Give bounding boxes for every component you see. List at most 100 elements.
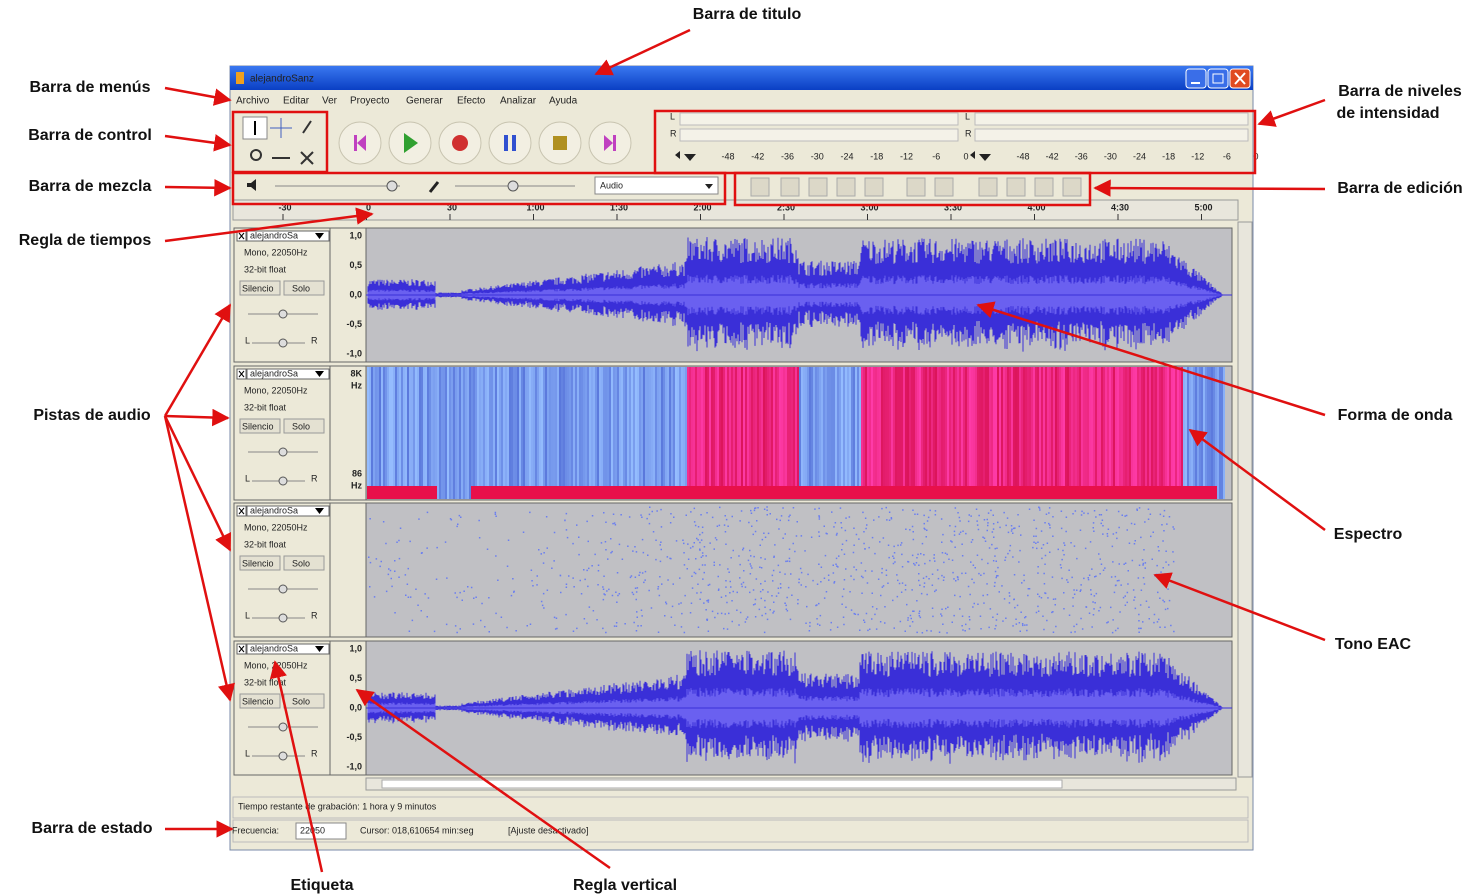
track-area xyxy=(365,502,1233,638)
spectrum-column xyxy=(917,367,919,499)
spectrum-column xyxy=(881,367,883,499)
spectrum-column xyxy=(1099,367,1101,499)
spectrum-column xyxy=(957,367,959,499)
track-name-button[interactable] xyxy=(246,230,330,242)
h-scroll-thumb[interactable] xyxy=(381,779,1063,789)
transport-icon xyxy=(354,135,366,151)
rate-field[interactable] xyxy=(295,822,347,840)
spectrum-column xyxy=(573,367,575,499)
spectrum-column xyxy=(415,367,417,499)
menu-item[interactable]: Proyecto xyxy=(350,96,390,107)
mute-button[interactable] xyxy=(239,693,281,709)
menu-item[interactable]: Archivo xyxy=(236,96,270,107)
spectrum-low xyxy=(371,486,373,499)
edit-button[interactable] xyxy=(906,177,926,197)
spectrum-column xyxy=(847,367,849,499)
slider-thumb xyxy=(278,476,288,486)
spectrum-column xyxy=(977,367,979,499)
edit-button[interactable] xyxy=(750,177,770,197)
ruler-label: 2:30 xyxy=(777,202,795,212)
transport-icon xyxy=(404,133,418,153)
spectrum-low xyxy=(1115,486,1117,499)
menu-item[interactable]: Ayuda xyxy=(549,96,578,107)
menu-item[interactable]: Efecto xyxy=(457,96,486,107)
spectrum-column xyxy=(999,367,1001,499)
annotation: Regla de tiempos xyxy=(19,232,152,249)
track-name-button[interactable] xyxy=(246,505,330,517)
spectrum-column xyxy=(973,367,975,499)
edit-button[interactable] xyxy=(1034,177,1054,197)
spectrum-low xyxy=(1183,486,1185,499)
spectrum-low xyxy=(1105,486,1107,499)
spectrum-low xyxy=(823,486,825,499)
edit-button[interactable] xyxy=(978,177,998,197)
slider-thumb xyxy=(386,180,398,192)
spectrum-column xyxy=(915,367,917,499)
menu-item[interactable]: Analizar xyxy=(500,96,537,107)
edit-button[interactable] xyxy=(1006,177,1026,197)
spectrum-low xyxy=(1191,486,1193,499)
edit-button[interactable] xyxy=(808,177,828,197)
spectrum-column xyxy=(417,367,419,499)
spectrum-column xyxy=(1031,367,1033,499)
spectrum-column xyxy=(729,367,731,499)
source-select[interactable] xyxy=(594,176,719,195)
annotation: de intensidad xyxy=(1336,105,1439,122)
spectrum-column xyxy=(545,367,547,499)
spectrum-column xyxy=(895,367,897,499)
spectrum-low xyxy=(1011,486,1013,499)
spectrum-column xyxy=(529,367,531,499)
menu-item[interactable]: Generar xyxy=(406,96,443,107)
edit-button[interactable] xyxy=(836,177,856,197)
menu-item[interactable]: Ver xyxy=(322,96,338,107)
spectrum-column xyxy=(1107,367,1109,499)
spectrum-low xyxy=(1215,486,1217,499)
spectrum-column xyxy=(1077,367,1079,499)
spectrum-column xyxy=(707,367,709,499)
spectrum-low xyxy=(1047,486,1049,499)
edit-button[interactable] xyxy=(780,177,800,197)
spectrum-column xyxy=(657,367,659,499)
spectrum-column xyxy=(1057,367,1059,499)
spectrum-low xyxy=(557,486,559,499)
spectrum-column xyxy=(1131,367,1133,499)
spectrum-column xyxy=(491,367,493,499)
spectrum-low xyxy=(657,486,659,499)
spectrum-column xyxy=(1227,367,1229,499)
spectrum-low xyxy=(757,486,759,499)
spectrum-low xyxy=(1055,486,1057,499)
spectrum-column xyxy=(1103,367,1105,499)
spectrum-low xyxy=(913,486,915,499)
solo-button[interactable] xyxy=(283,555,325,571)
solo-button[interactable] xyxy=(283,280,325,296)
edit-button[interactable] xyxy=(864,177,884,197)
track-name-button[interactable] xyxy=(246,643,330,655)
edit-button[interactable] xyxy=(934,177,954,197)
mute-button[interactable] xyxy=(239,418,281,434)
spectrum-column xyxy=(669,367,671,499)
spectrum-column xyxy=(1121,367,1123,499)
spectrum-low xyxy=(1185,486,1187,499)
spectrum-column xyxy=(1005,367,1007,499)
spectrum-column xyxy=(1015,367,1017,499)
spectrum-column xyxy=(387,367,389,499)
spectrum-column xyxy=(553,367,555,499)
spectrum-low xyxy=(1091,486,1093,499)
mute-button[interactable] xyxy=(239,555,281,571)
vruler-label: Hz xyxy=(351,480,362,490)
spectrum-low xyxy=(587,486,589,499)
transport-button[interactable] xyxy=(488,121,532,165)
spectrum-low xyxy=(951,486,953,499)
spectrum-low xyxy=(1023,486,1025,499)
spectrum-low xyxy=(1181,486,1183,499)
edit-button[interactable] xyxy=(1062,177,1082,197)
solo-button[interactable] xyxy=(283,418,325,434)
menu-item[interactable]: Editar xyxy=(283,96,310,107)
mute-button[interactable] xyxy=(239,280,281,296)
track-name-button[interactable] xyxy=(246,368,330,380)
highlight-box xyxy=(733,171,1092,207)
spectrum-column xyxy=(611,367,613,499)
spectrum-low xyxy=(559,486,561,499)
spectrum-low xyxy=(539,486,541,499)
transport-icon xyxy=(553,136,567,150)
